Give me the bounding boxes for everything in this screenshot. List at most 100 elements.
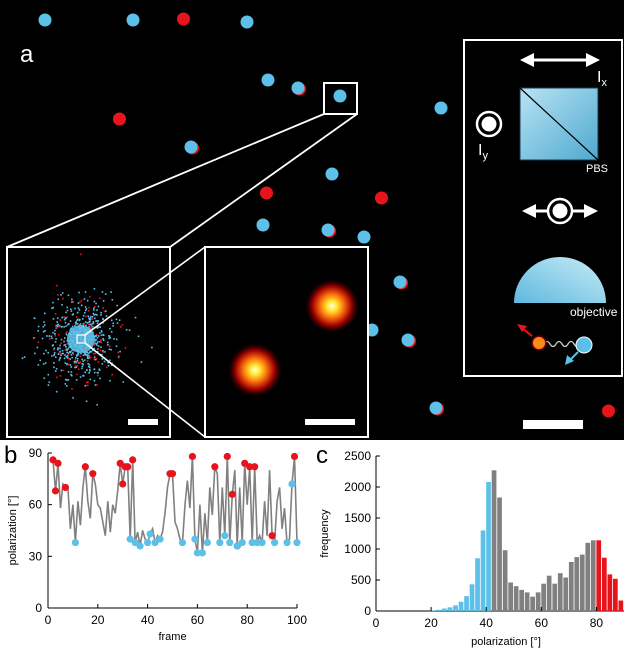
localization-point bbox=[83, 323, 86, 325]
localization-point bbox=[48, 335, 51, 337]
localization-point bbox=[122, 381, 125, 383]
localization-point bbox=[66, 362, 68, 365]
localization-point bbox=[92, 322, 95, 324]
time-trace-chart: 0 30 60 90 0 20 40 60 80 100 frame polarization [°] bbox=[7, 446, 307, 643]
localization-point bbox=[97, 374, 99, 377]
localization-point bbox=[56, 317, 59, 319]
histogram-bar bbox=[436, 609, 442, 611]
localization-point bbox=[54, 370, 57, 372]
localization-point bbox=[81, 358, 83, 361]
localization-point bbox=[54, 329, 56, 332]
cloud-zoom-box bbox=[76, 334, 86, 344]
localization-point bbox=[55, 356, 57, 358]
localization-point bbox=[94, 358, 97, 361]
localization-point bbox=[84, 321, 87, 323]
fluorophore-spot bbox=[429, 401, 443, 415]
localization-point bbox=[66, 355, 69, 357]
localization-point bbox=[75, 316, 78, 318]
localization-point bbox=[96, 384, 98, 386]
zoom-line-left bbox=[6, 113, 325, 248]
localization-point bbox=[68, 357, 70, 360]
localization-point bbox=[93, 344, 96, 346]
localization-point bbox=[71, 327, 73, 329]
localization-point bbox=[111, 373, 113, 376]
localization-point bbox=[34, 352, 36, 355]
localization-point bbox=[44, 330, 46, 332]
localization-point bbox=[96, 322, 99, 324]
localization-point bbox=[88, 365, 90, 368]
localization-point bbox=[78, 309, 81, 311]
localization-point bbox=[87, 310, 90, 312]
localization-point bbox=[121, 324, 124, 326]
fluorophore-spot bbox=[434, 101, 448, 115]
fluorophore-spot bbox=[291, 81, 305, 95]
localization-point bbox=[64, 378, 67, 381]
localization-point bbox=[88, 318, 91, 320]
scale-bar-main bbox=[523, 420, 583, 429]
histogram-bar bbox=[502, 550, 508, 611]
cloud-zoom-line-top bbox=[84, 246, 206, 336]
localization-point bbox=[62, 369, 65, 372]
localization-point bbox=[59, 353, 61, 356]
localization-point bbox=[82, 375, 85, 377]
localization-point bbox=[59, 319, 62, 321]
localization-point bbox=[102, 339, 105, 341]
histogram-bar bbox=[453, 605, 458, 611]
localization-point bbox=[44, 362, 47, 364]
localization-point bbox=[77, 352, 79, 355]
fluorophore-spot bbox=[333, 89, 347, 103]
y-tick-label: 1500 bbox=[344, 511, 371, 525]
localization-point bbox=[66, 309, 69, 312]
fluorophore-spot bbox=[602, 404, 615, 418]
localization-point bbox=[105, 315, 108, 317]
scale-bar-2 bbox=[305, 419, 355, 425]
localization-point bbox=[74, 307, 76, 310]
localization-point bbox=[94, 342, 97, 345]
localization-point bbox=[98, 368, 100, 371]
localization-point bbox=[58, 351, 61, 354]
localization-point bbox=[106, 341, 109, 344]
localization-point bbox=[70, 327, 72, 330]
localization-point bbox=[75, 323, 77, 325]
localization-point bbox=[59, 344, 61, 347]
localization-point bbox=[42, 363, 45, 365]
localization-point bbox=[82, 322, 85, 325]
localization-point bbox=[79, 376, 82, 378]
localization-point bbox=[72, 353, 75, 355]
panel-label-c: c bbox=[316, 442, 328, 469]
localization-point bbox=[59, 357, 61, 360]
localization-point bbox=[41, 337, 44, 340]
localization-point bbox=[33, 317, 36, 320]
histogram-bar bbox=[491, 470, 497, 611]
localization-point bbox=[112, 322, 114, 325]
localization-point bbox=[88, 351, 91, 353]
localization-point bbox=[71, 388, 73, 390]
localization-point bbox=[108, 345, 111, 347]
localization-point bbox=[88, 366, 91, 368]
localization-point bbox=[74, 359, 77, 361]
localization-point bbox=[76, 365, 79, 367]
y-tick-label: 60 bbox=[29, 498, 43, 512]
localization-point bbox=[89, 368, 91, 371]
localization-point bbox=[69, 364, 72, 366]
localization-point bbox=[72, 301, 74, 303]
low-state-point bbox=[270, 538, 279, 547]
high-state-point bbox=[246, 463, 254, 471]
localization-point bbox=[80, 352, 82, 355]
localization-point bbox=[67, 294, 70, 297]
localization-point bbox=[87, 323, 90, 325]
low-state-point bbox=[191, 535, 199, 543]
localization-point bbox=[79, 301, 81, 303]
localization-point bbox=[37, 341, 40, 343]
low-state-point bbox=[178, 538, 187, 547]
localization-point bbox=[94, 305, 96, 308]
localization-point bbox=[51, 307, 53, 310]
localization-point bbox=[86, 299, 89, 302]
localization-point bbox=[94, 384, 97, 386]
localization-point bbox=[60, 338, 63, 341]
localization-point bbox=[67, 348, 69, 350]
fluorophore-spot bbox=[240, 15, 254, 29]
localization-point bbox=[89, 323, 91, 326]
localization-point bbox=[82, 360, 84, 363]
localization-point bbox=[93, 356, 96, 358]
